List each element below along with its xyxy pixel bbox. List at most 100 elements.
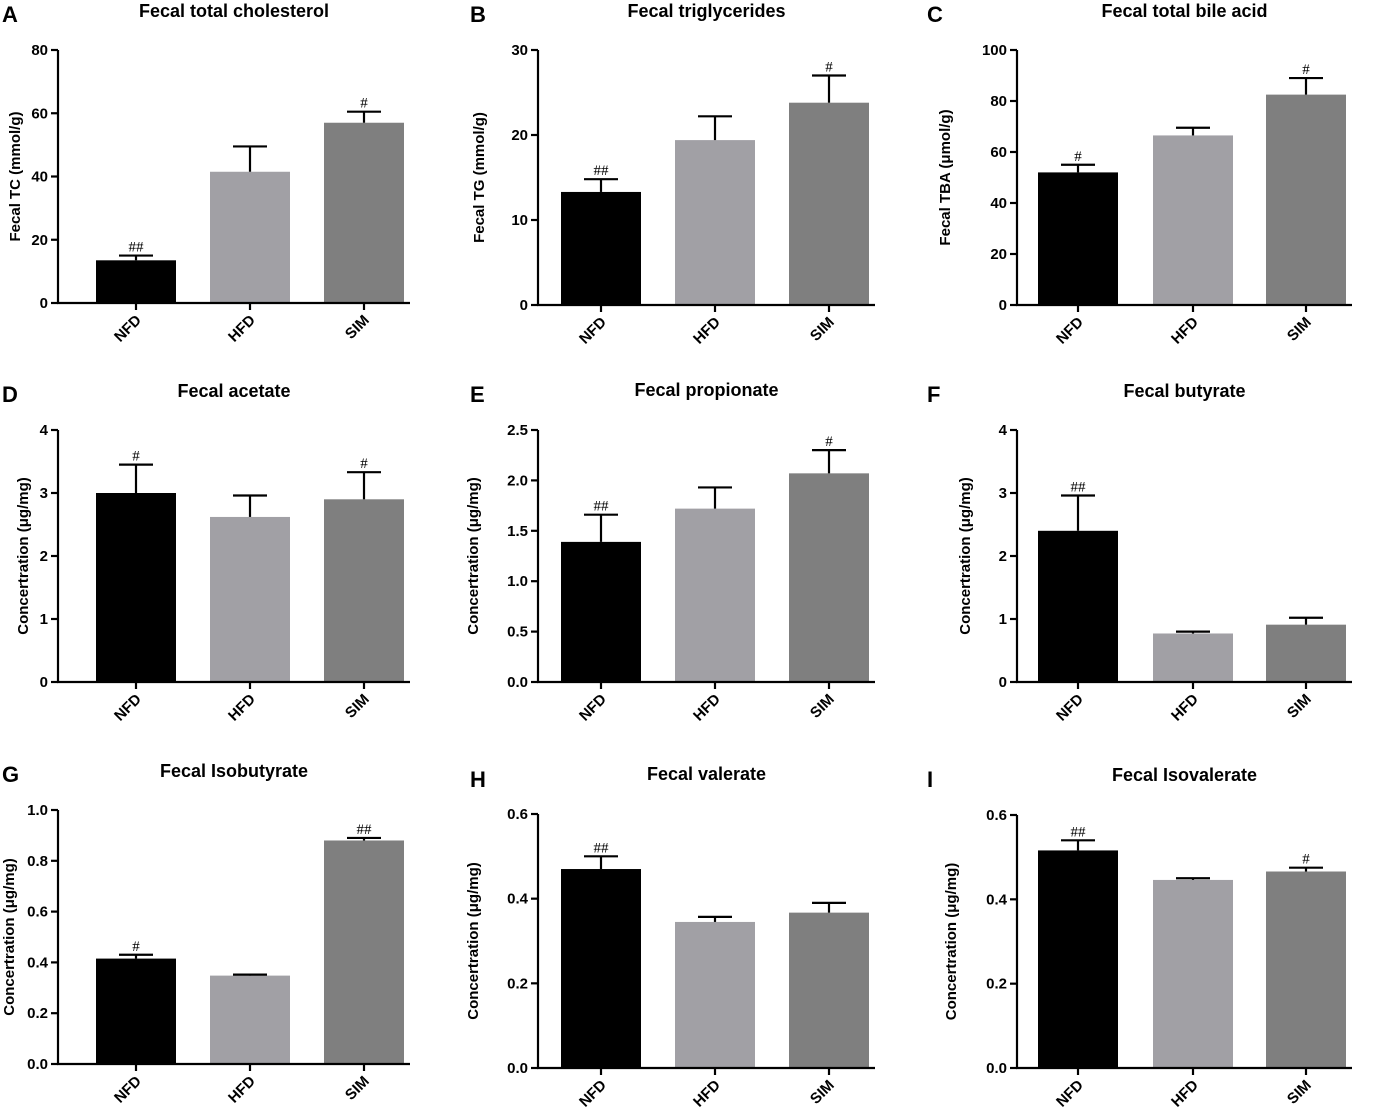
significance-label: # <box>132 939 140 955</box>
error-bar-hfd <box>1176 126 1210 136</box>
bar-nfd <box>561 869 641 1068</box>
y-tick-label: 0.0 <box>27 1056 48 1073</box>
bar-hfd <box>675 140 755 305</box>
y-tick-label: 0.4 <box>27 954 49 971</box>
x-tick-label-hfd: HFD <box>1168 1077 1202 1111</box>
error-bar-hfd <box>698 115 732 141</box>
bar-hfd <box>1153 633 1233 682</box>
y-tick-label: 20 <box>511 127 528 144</box>
x-tick-label-hfd: HFD <box>690 691 724 725</box>
y-tick-label: 60 <box>990 144 1007 161</box>
chart-title: Fecal triglycerides <box>627 1 785 21</box>
chart-title: Fecal propionate <box>634 380 778 400</box>
bar-sim <box>789 473 869 682</box>
y-tick-label: 3 <box>40 485 48 502</box>
x-tick-label-sim: SIM <box>1284 691 1315 722</box>
y-tick-label: 0.2 <box>507 975 528 992</box>
error-bar-nfd <box>584 513 618 542</box>
y-tick-label: 0.0 <box>986 1060 1007 1077</box>
chart-title: Fecal total bile acid <box>1101 1 1267 21</box>
y-tick-label: 0.2 <box>986 976 1007 993</box>
chart-title: Fecal Isobutyrate <box>160 761 308 781</box>
error-bar-nfd <box>584 178 618 192</box>
y-axis-label: Fecal TC (mmol/g) <box>7 111 24 241</box>
significance-label: ## <box>594 163 610 179</box>
x-tick-label-nfd: NFD <box>111 691 145 725</box>
significance-label: # <box>360 96 368 112</box>
x-tick-label-sim: SIM <box>342 312 373 343</box>
panel-h: H Fecal valerate Concertration (μg/mg) ## 0.… <box>465 764 875 1111</box>
y-axis-label: Concertration (μg/mg) <box>465 477 482 635</box>
panel-c: C Fecal total bile acid Fecal TBA (μmol/g)… <box>927 1 1352 348</box>
error-bar-nfd <box>1061 494 1095 531</box>
error-bar-sim <box>812 449 846 474</box>
x-tick-label-nfd: NFD <box>1053 691 1087 725</box>
bar-nfd <box>561 541 641 682</box>
error-bar-hfd <box>698 486 732 509</box>
significance-label: # <box>1302 62 1310 78</box>
error-bar-sim <box>347 836 381 841</box>
y-tick-label: 4 <box>999 422 1008 439</box>
y-tick-label: 0.2 <box>27 1005 48 1022</box>
x-tick-label-sim: SIM <box>807 691 838 722</box>
y-tick-label: 1.0 <box>507 573 528 590</box>
chart-title: Fecal total cholesterol <box>139 1 329 21</box>
x-tick-label-nfd: NFD <box>1053 1077 1087 1111</box>
error-bar-nfd <box>119 463 153 493</box>
panel-d: D Fecal acetate Concertration (μg/mg) # #0 1 2… <box>2 381 410 725</box>
bar-sim <box>324 840 404 1064</box>
panel-letter: G <box>2 762 19 787</box>
error-bar-nfd <box>119 254 153 261</box>
panel-f: F Fecal butyrate Concertration (μg/mg) ## 0 1… <box>927 381 1352 725</box>
y-axis-label: Concertration (μg/mg) <box>465 862 482 1020</box>
bar-nfd <box>561 191 641 305</box>
error-bar-sim <box>812 901 846 913</box>
error-bar-sim <box>1289 76 1323 95</box>
bar-nfd <box>1038 530 1118 682</box>
significance-label: ## <box>594 840 610 856</box>
y-axis-label: Fecal TG (mmol/g) <box>471 112 488 243</box>
significance-label: ## <box>1071 824 1087 840</box>
y-tick-label: 60 <box>31 105 48 122</box>
bar-sim <box>789 102 869 305</box>
significance-label: ## <box>594 499 610 515</box>
error-bar-nfd <box>1061 839 1095 851</box>
error-bar-hfd <box>233 494 267 517</box>
y-tick-label: 1.0 <box>27 802 48 819</box>
y-axis-label: Concertration (μg/mg) <box>15 477 32 635</box>
bar-hfd <box>210 516 290 682</box>
y-axis-label: Concertration (μg/mg) <box>943 863 960 1021</box>
bar-nfd <box>1038 850 1118 1068</box>
panel-a: A Fecal total cholesterol Fecal TC (mmol/g… <box>2 1 410 346</box>
y-tick-label: 0.0 <box>507 674 528 691</box>
bar-sim <box>1266 624 1346 682</box>
y-tick-label: 0.4 <box>986 891 1008 908</box>
bar-hfd <box>210 975 290 1064</box>
bar-sim <box>1266 871 1346 1068</box>
significance-label: # <box>1302 852 1310 868</box>
y-tick-label: 0.5 <box>507 624 528 641</box>
panel-letter: E <box>470 382 485 407</box>
x-tick-label-nfd: NFD <box>1053 314 1087 348</box>
y-tick-label: 20 <box>990 246 1007 263</box>
y-axis-label: Concertration (μg/mg) <box>957 477 974 635</box>
bar-nfd <box>1038 172 1118 305</box>
panel-letter: C <box>927 2 943 27</box>
bar-hfd <box>675 508 755 682</box>
y-tick-label: 0 <box>520 297 528 314</box>
bar-sim <box>1266 94 1346 305</box>
x-tick-label-nfd: NFD <box>576 314 610 348</box>
error-bar-nfd <box>119 953 153 959</box>
x-tick-label-sim: SIM <box>342 691 373 722</box>
x-tick-label-sim: SIM <box>807 314 838 345</box>
bar-hfd <box>1153 879 1233 1068</box>
y-tick-label: 2.5 <box>507 422 528 439</box>
x-tick-label-hfd: HFD <box>690 1077 724 1111</box>
y-axis-label: Fecal TBA (μmol/g) <box>937 109 954 245</box>
x-tick-label-hfd: HFD <box>1168 314 1202 348</box>
chart-title: Fecal valerate <box>647 764 766 784</box>
panel-letter: I <box>927 767 933 792</box>
y-tick-label: 0 <box>40 674 48 691</box>
